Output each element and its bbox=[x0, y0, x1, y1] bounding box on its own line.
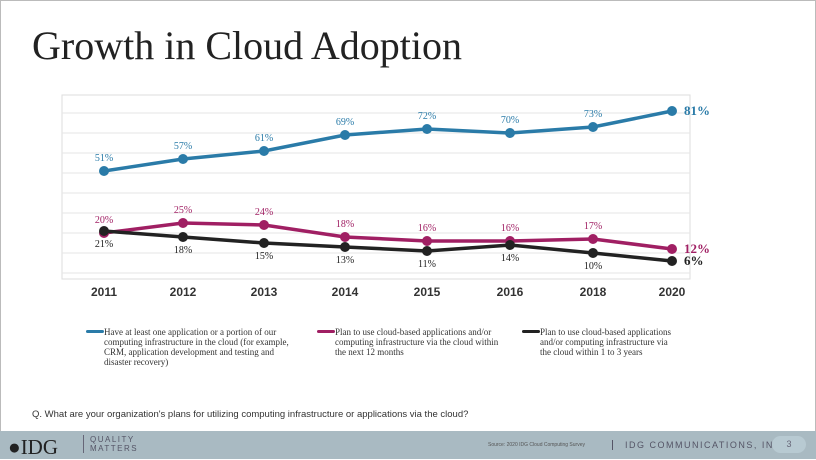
data-point bbox=[99, 226, 109, 236]
data-label: 13% bbox=[336, 255, 354, 266]
data-point bbox=[667, 106, 677, 116]
data-point bbox=[505, 128, 515, 138]
data-label: 16% bbox=[418, 223, 436, 234]
slide-title: Growth in Cloud Adoption bbox=[32, 23, 463, 68]
footer: ●IDG QUALITY MATTERS Source: 2020 IDG Clo… bbox=[0, 431, 816, 459]
x-tick-label: 2015 bbox=[414, 285, 441, 299]
data-label: 69% bbox=[336, 117, 354, 128]
data-point bbox=[178, 232, 188, 242]
data-point bbox=[340, 130, 350, 140]
data-label: 70% bbox=[501, 115, 519, 126]
survey-question: Q. What are your organization's plans fo… bbox=[32, 409, 469, 420]
data-label: 12% bbox=[684, 241, 710, 256]
data-point bbox=[667, 244, 677, 254]
idg-logo: ●IDG bbox=[8, 435, 59, 459]
data-point bbox=[422, 236, 432, 246]
data-point bbox=[340, 232, 350, 242]
data-label: 11% bbox=[418, 259, 436, 270]
legend-swatch bbox=[522, 330, 540, 333]
x-tick-label: 2018 bbox=[580, 285, 607, 299]
legend-label: Plan to use cloud-based applications and… bbox=[335, 327, 499, 357]
series-line bbox=[103, 221, 673, 251]
data-point bbox=[259, 220, 269, 230]
data-point bbox=[178, 218, 188, 228]
source-note: Source: 2020 IDG Cloud Computing Survey bbox=[488, 442, 585, 448]
x-tick-label: 2020 bbox=[659, 285, 686, 299]
x-tick-label: 2016 bbox=[497, 285, 524, 299]
data-point bbox=[178, 154, 188, 164]
data-point bbox=[422, 124, 432, 134]
data-label: 15% bbox=[255, 251, 273, 262]
data-point bbox=[505, 240, 515, 250]
series-line bbox=[103, 229, 673, 263]
data-label: 81% bbox=[684, 103, 710, 118]
data-label: 10% bbox=[584, 261, 602, 272]
data-point bbox=[259, 238, 269, 248]
x-tick-label: 2014 bbox=[332, 285, 359, 299]
data-label: 17% bbox=[584, 221, 602, 232]
x-tick-label: 2012 bbox=[170, 285, 197, 299]
data-point bbox=[340, 242, 350, 252]
data-label: 16% bbox=[501, 223, 519, 234]
data-point bbox=[99, 166, 109, 176]
page-number: 3 bbox=[772, 436, 806, 453]
data-label: 72% bbox=[418, 111, 436, 122]
data-label: 61% bbox=[255, 133, 273, 144]
data-label: 21% bbox=[95, 239, 113, 250]
plot-area bbox=[61, 94, 691, 280]
data-label: 14% bbox=[501, 253, 519, 264]
data-point bbox=[422, 246, 432, 256]
data-label: 25% bbox=[174, 205, 192, 216]
series-line bbox=[103, 109, 673, 173]
data-label: 18% bbox=[336, 219, 354, 230]
legend-label: Plan to use cloud-based applications and… bbox=[540, 327, 671, 357]
data-label: 18% bbox=[174, 245, 192, 256]
data-label: 6% bbox=[684, 253, 704, 268]
legend-item: Plan to use cloud-based applications and… bbox=[317, 327, 505, 357]
line-chart: 2011 2012 2013 2014 2015 2016 2018 2020 51% 57% 61… bbox=[61, 94, 710, 299]
data-label: 24% bbox=[255, 207, 273, 218]
data-point bbox=[588, 248, 598, 258]
legend-swatch bbox=[317, 330, 335, 333]
data-point bbox=[259, 146, 269, 156]
data-label: 57% bbox=[174, 141, 192, 152]
legend-swatch bbox=[86, 330, 104, 333]
data-label: 20% bbox=[95, 215, 113, 226]
data-label: 73% bbox=[584, 109, 602, 120]
data-point bbox=[667, 256, 677, 266]
x-tick-label: 2011 bbox=[91, 285, 117, 299]
data-label: 51% bbox=[95, 153, 113, 164]
company-name: IDG COMMUNICATIONS, INC. bbox=[612, 440, 786, 450]
legend-item: Plan to use cloud-based applications and… bbox=[522, 327, 680, 357]
legend-item: Have at least one application or a porti… bbox=[86, 327, 294, 367]
tagline: QUALITY MATTERS bbox=[83, 435, 138, 453]
x-tick-label: 2013 bbox=[251, 285, 278, 299]
legend-label: Have at least one application or a porti… bbox=[104, 327, 289, 367]
data-point bbox=[588, 122, 598, 132]
data-point bbox=[588, 234, 598, 244]
